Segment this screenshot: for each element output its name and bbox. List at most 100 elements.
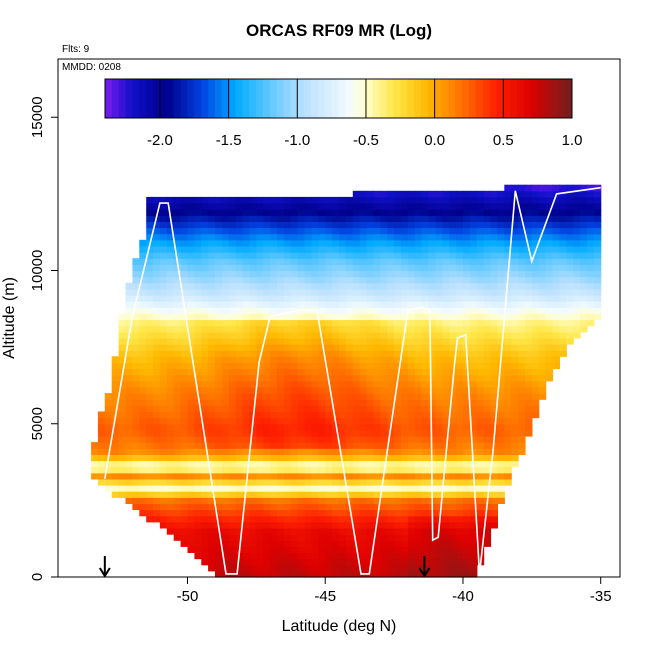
heatmap-cell — [311, 337, 319, 345]
heatmap-cell — [249, 387, 257, 394]
heatmap-cell — [345, 491, 354, 498]
heatmap-cell — [111, 368, 120, 376]
heatmap-cell — [249, 540, 257, 547]
heatmap-cell — [256, 448, 264, 455]
heatmap-cell — [159, 307, 168, 314]
heatmap-cell — [511, 350, 519, 357]
heatmap-cell — [325, 337, 333, 345]
heatmap-cell — [476, 491, 485, 498]
heatmap-cell — [456, 454, 464, 462]
heatmap-cell — [146, 209, 154, 216]
heatmap-cell — [380, 227, 388, 235]
heatmap-cell — [228, 246, 237, 253]
heatmap-cell — [352, 417, 361, 425]
heatmap-cell — [490, 221, 498, 229]
heatmap-cell — [497, 485, 505, 492]
heatmap-cell — [428, 337, 436, 345]
heatmap-cell — [593, 276, 602, 284]
heatmap-cell — [566, 307, 574, 314]
heatmap-cell — [318, 209, 326, 216]
heatmap-cell — [332, 319, 340, 327]
heatmap-cell — [497, 221, 505, 229]
colorbar-cell — [276, 79, 285, 118]
heatmap-cell — [249, 564, 257, 572]
heatmap-cell — [283, 288, 292, 296]
heatmap-cell — [194, 411, 202, 419]
heatmap-cell — [153, 337, 161, 345]
heatmap-cell — [166, 344, 175, 351]
heatmap-cell — [201, 246, 209, 253]
heatmap-cell — [304, 521, 313, 529]
heatmap-cell — [380, 337, 388, 345]
heatmap-cell — [221, 491, 230, 498]
heatmap-cell — [263, 362, 271, 370]
heatmap-cell — [153, 264, 161, 272]
heatmap-cell — [132, 344, 140, 351]
heatmap-cell — [318, 534, 326, 541]
heatmap-cell — [166, 423, 175, 431]
heatmap-cell — [332, 472, 340, 480]
heatmap-cell — [125, 356, 133, 363]
heatmap-cell — [469, 196, 478, 204]
heatmap-cell — [180, 325, 189, 333]
heatmap-cell — [435, 564, 443, 572]
heatmap-cell — [407, 344, 416, 351]
heatmap-cell — [538, 276, 547, 284]
heatmap-cell — [201, 472, 209, 480]
heatmap-cell — [352, 203, 361, 210]
heatmap-cell — [290, 368, 299, 376]
heatmap-cell — [201, 528, 209, 535]
heatmap-cell — [215, 356, 223, 363]
heatmap-cell — [97, 436, 106, 443]
heatmap-cell — [380, 288, 388, 296]
heatmap-cell — [407, 387, 416, 394]
heatmap-cell — [139, 356, 147, 363]
heatmap-cell — [428, 411, 436, 419]
heatmap-cell — [277, 368, 285, 376]
heatmap-cell — [401, 258, 409, 265]
heatmap-cell — [469, 380, 478, 388]
heatmap-cell — [283, 362, 292, 370]
heatmap-cell — [125, 350, 133, 357]
heatmap-cell — [586, 239, 595, 247]
heatmap-cell — [215, 368, 223, 376]
heatmap-cell — [359, 558, 368, 566]
heatmap-cell — [166, 319, 175, 327]
heatmap-cell — [221, 546, 230, 553]
heatmap-cell — [456, 307, 464, 314]
heatmap-cell — [270, 387, 278, 394]
heatmap-cell — [366, 380, 374, 388]
heatmap-cell — [366, 203, 374, 210]
heatmap-cell — [352, 196, 361, 204]
heatmap-cell — [435, 264, 443, 272]
heatmap-cell — [345, 350, 354, 357]
heatmap-cell — [187, 356, 195, 363]
heatmap-cell — [304, 491, 313, 498]
heatmap-cell — [125, 454, 133, 462]
heatmap-cell — [201, 448, 209, 455]
heatmap-cell — [215, 387, 223, 394]
heatmap-cell — [325, 564, 333, 572]
heatmap-cell — [518, 362, 526, 370]
heatmap-cell — [194, 448, 202, 455]
heatmap-cell — [380, 558, 388, 566]
heatmap-cell — [201, 209, 209, 216]
heatmap-cell — [173, 429, 182, 437]
heatmap-cell — [290, 325, 299, 333]
heatmap-cell — [180, 411, 189, 419]
heatmap-cell — [469, 288, 478, 296]
heatmap-cell — [153, 233, 161, 241]
heatmap-cell — [270, 356, 278, 363]
heatmap-cell — [132, 503, 140, 511]
heatmap-cell — [449, 393, 457, 400]
heatmap-cell — [159, 387, 168, 394]
heatmap-cell — [373, 546, 381, 553]
heatmap-cell — [228, 399, 237, 406]
heatmap-cell — [531, 368, 540, 376]
heatmap-cell — [146, 429, 154, 437]
heatmap-cell — [166, 350, 175, 357]
heatmap-cell — [215, 429, 223, 437]
heatmap-cell — [531, 264, 540, 272]
heatmap-cell — [215, 405, 223, 413]
heatmap-cell — [290, 497, 299, 504]
